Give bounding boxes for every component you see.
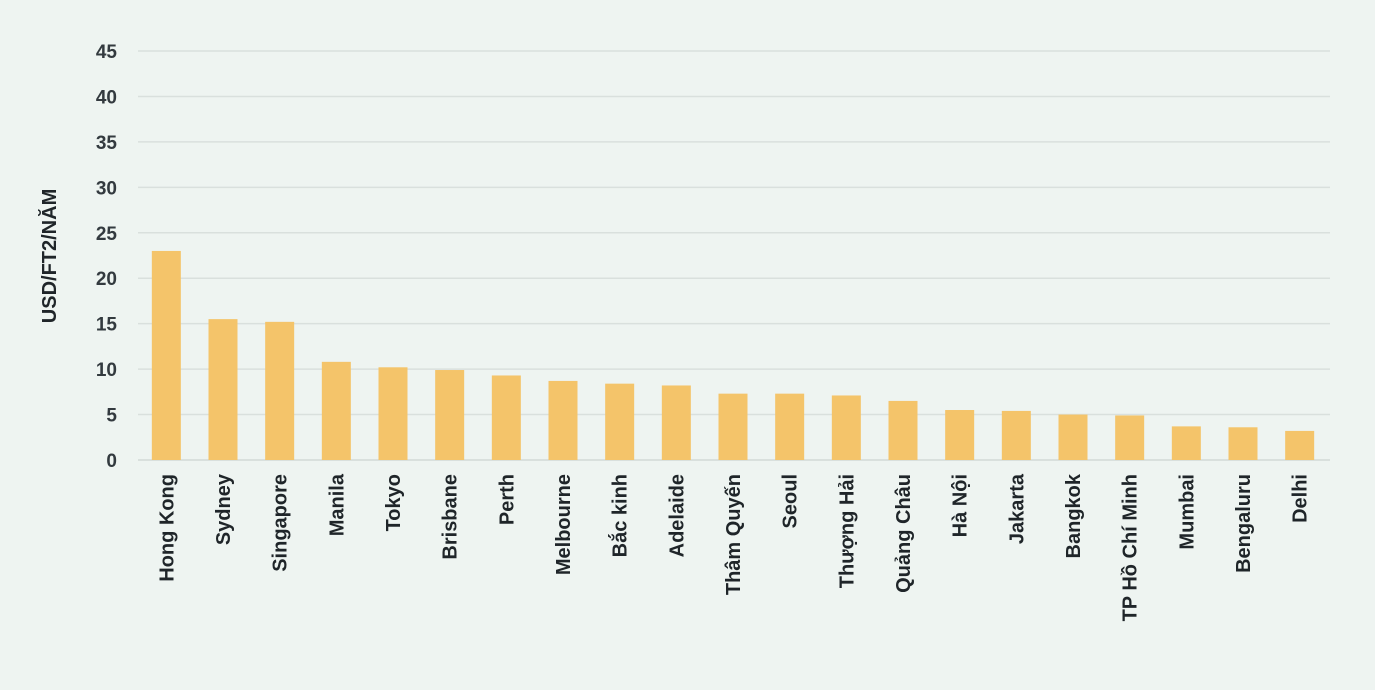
bar: [265, 321, 295, 460]
x-category-label: Tokyo: [383, 474, 405, 531]
bar: [491, 375, 521, 460]
x-category-label: Adelaide: [666, 474, 688, 557]
bar: [548, 380, 578, 460]
x-category-label: Mumbai: [1176, 474, 1198, 550]
y-tick-label: 45: [96, 42, 118, 63]
bars: [151, 250, 1315, 460]
bar: [888, 400, 918, 460]
y-tick-label: 15: [96, 315, 118, 336]
x-category-label: Perth: [496, 474, 518, 525]
y-tick-label: 5: [106, 406, 117, 427]
x-category-label: Brisbane: [440, 474, 462, 560]
bar: [435, 370, 465, 460]
bar: [1285, 430, 1315, 460]
x-category-label: Thâm Quyến: [723, 474, 745, 595]
x-category-label: Manila: [326, 473, 348, 536]
bar: [775, 393, 805, 460]
y-tick-label: 20: [96, 269, 117, 290]
x-category-label: Hong Kong: [156, 474, 178, 582]
y-tick-label: 35: [96, 133, 118, 154]
y-tick-label: 10: [96, 360, 117, 381]
bar: [605, 383, 635, 460]
bar: [1115, 415, 1145, 460]
bar: [321, 361, 351, 460]
bar: [378, 367, 408, 460]
x-category-label: Bengaluru: [1233, 474, 1255, 573]
bar: [945, 410, 975, 460]
x-category-label: Jakarta: [1006, 473, 1028, 544]
y-tick-label: 25: [96, 224, 118, 245]
x-category-label: Bangkok: [1063, 473, 1085, 558]
y-tick-label: 30: [96, 178, 117, 199]
x-category-label: Thượng Hải: [836, 474, 858, 588]
y-axis-ticks: 0 5 10 15 20 25 30 35 40 45: [96, 42, 118, 472]
bar: [661, 385, 691, 460]
x-category-label: Sydney: [213, 473, 235, 545]
x-axis-labels: Hong Kong Sydney Singapore Manila Tokyo Brisb…: [156, 473, 1311, 621]
x-category-label: Quảng Châu: [893, 474, 915, 593]
bar: [208, 319, 238, 460]
bar: [831, 395, 861, 460]
x-category-label: Bắc kinh: [608, 474, 632, 557]
bar: [1171, 426, 1201, 460]
bar: [1228, 427, 1258, 460]
bar: [1058, 414, 1088, 460]
x-category-label: Singapore: [270, 474, 292, 572]
x-category-label: TP Hồ Chí Minh: [1120, 474, 1142, 621]
y-tick-label: 40: [96, 87, 117, 108]
x-category-label: Melbourne: [553, 474, 575, 575]
x-category-label: Delhi: [1290, 474, 1312, 523]
x-category-label: Hà Nội: [950, 474, 972, 537]
y-tick-label: 0: [106, 451, 117, 472]
y-axis-title: USD/FT2/NĂM: [38, 189, 61, 323]
bar: [1001, 410, 1031, 460]
bar: [151, 250, 181, 460]
bar: [718, 393, 748, 460]
x-category-label: Seoul: [780, 474, 802, 528]
